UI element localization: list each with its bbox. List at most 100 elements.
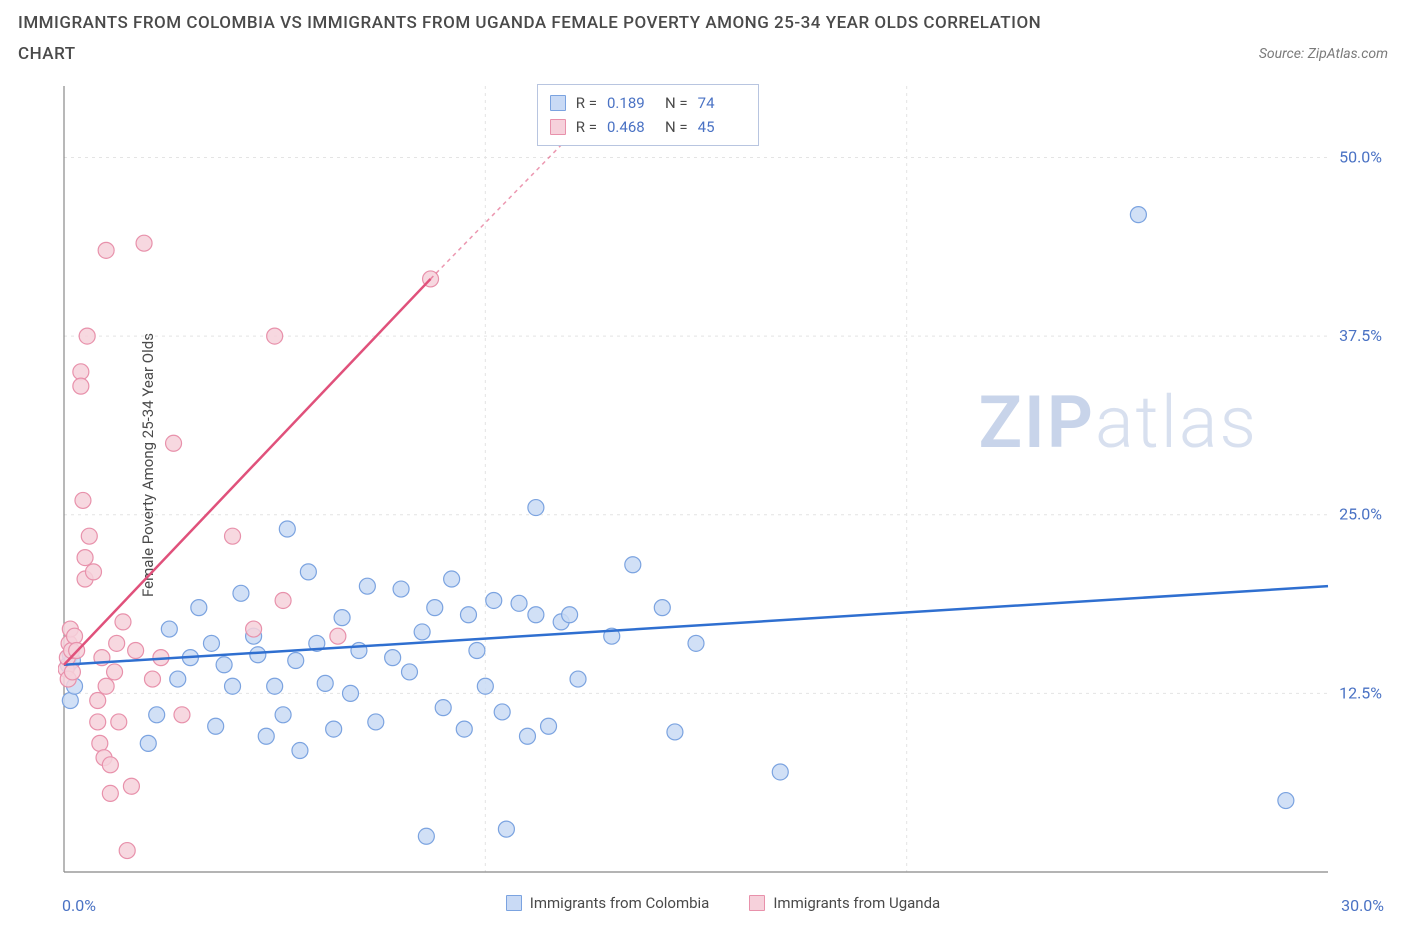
chart-subtitle: CHART	[18, 44, 76, 64]
stat-row: R =0.189N =74	[550, 91, 746, 115]
scatter-point	[166, 435, 182, 451]
scatter-point	[418, 828, 434, 844]
scatter-point	[109, 635, 125, 651]
scatter-point	[225, 528, 241, 544]
legend-item: Immigrants from Colombia	[506, 894, 710, 912]
scatter-point	[67, 628, 83, 644]
scatter-point	[119, 843, 135, 859]
scatter-point	[444, 571, 460, 587]
scatter-point	[288, 652, 304, 668]
scatter-point	[174, 707, 190, 723]
scatter-point	[300, 564, 316, 580]
scatter-point	[149, 707, 165, 723]
bottom-legend: Immigrants from Colombia Immigrants from …	[58, 894, 1388, 912]
scatter-point	[385, 650, 401, 666]
scatter-point	[90, 714, 106, 730]
scatter-point	[541, 718, 557, 734]
scatter-point	[393, 581, 409, 597]
scatter-point	[625, 557, 641, 573]
scatter-point	[498, 821, 514, 837]
scatter-point	[772, 764, 788, 780]
scatter-point	[435, 700, 451, 716]
legend-label: Immigrants from Uganda	[773, 894, 940, 912]
scatter-point	[81, 528, 97, 544]
scatter-point	[528, 607, 544, 623]
scatter-point	[102, 757, 118, 773]
scatter-point	[654, 600, 670, 616]
scatter-point	[90, 693, 106, 709]
scatter-point	[128, 642, 144, 658]
stat-n-value: 45	[698, 115, 746, 139]
trend-line	[64, 279, 431, 665]
scatter-svg: 12.5%25.0%37.5%50.0%	[58, 80, 1388, 878]
chart-title: IMMIGRANTS FROM COLOMBIA VS IMMIGRANTS F…	[18, 10, 1118, 37]
scatter-point	[233, 585, 249, 601]
scatter-point	[275, 592, 291, 608]
stat-n-value: 74	[698, 91, 746, 115]
scatter-point	[317, 675, 333, 691]
legend-swatch	[550, 119, 566, 135]
x-axis-max-label: 30.0%	[1341, 896, 1384, 915]
legend-swatch	[550, 95, 566, 111]
scatter-point	[1130, 207, 1146, 223]
scatter-point	[667, 724, 683, 740]
scatter-point	[98, 678, 114, 694]
scatter-point	[343, 685, 359, 701]
legend-item: Immigrants from Uganda	[749, 894, 940, 912]
scatter-point	[359, 578, 375, 594]
scatter-point	[460, 607, 476, 623]
stat-n-label: N =	[665, 91, 688, 115]
scatter-point	[208, 718, 224, 734]
stat-r-label: R =	[576, 115, 597, 139]
scatter-point	[401, 664, 417, 680]
y-tick-label: 37.5%	[1339, 326, 1382, 345]
scatter-point	[414, 624, 430, 640]
scatter-point	[161, 621, 177, 637]
scatter-point	[191, 600, 207, 616]
legend-swatch	[749, 895, 765, 911]
stat-r-label: R =	[576, 91, 597, 115]
scatter-point	[216, 657, 232, 673]
stat-r-value: 0.468	[607, 115, 655, 139]
chart-plot-area: 12.5%25.0%37.5%50.0% ZIPatlas R =0.189N …	[58, 80, 1388, 878]
scatter-point	[73, 364, 89, 380]
scatter-point	[77, 550, 93, 566]
scatter-point	[267, 328, 283, 344]
scatter-point	[123, 778, 139, 794]
scatter-point	[246, 621, 262, 637]
stat-row: R = 0.468 N = 45	[550, 115, 746, 139]
scatter-point	[258, 728, 274, 744]
scatter-point	[250, 647, 266, 663]
scatter-point	[486, 592, 502, 608]
scatter-point	[334, 610, 350, 626]
scatter-point	[570, 671, 586, 687]
scatter-point	[203, 635, 219, 651]
scatter-point	[511, 595, 527, 611]
scatter-point	[279, 521, 295, 537]
legend-swatch	[506, 895, 522, 911]
scatter-point	[427, 600, 443, 616]
stat-n-label: N =	[665, 115, 688, 139]
scatter-point	[73, 378, 89, 394]
scatter-point	[225, 678, 241, 694]
scatter-point	[688, 635, 704, 651]
legend-label: Immigrants from Colombia	[530, 894, 710, 912]
scatter-point	[494, 704, 510, 720]
scatter-point	[469, 642, 485, 658]
scatter-point	[368, 714, 384, 730]
scatter-point	[98, 242, 114, 258]
scatter-point	[111, 714, 127, 730]
scatter-point	[75, 492, 91, 508]
scatter-point	[170, 671, 186, 687]
scatter-point	[326, 721, 342, 737]
scatter-point	[267, 678, 283, 694]
scatter-point	[292, 743, 308, 759]
scatter-point	[140, 735, 156, 751]
scatter-point	[1278, 793, 1294, 809]
x-axis-area: 0.0% Immigrants from ColombiaImmigrants …	[58, 884, 1388, 922]
scatter-point	[330, 628, 346, 644]
scatter-point	[64, 664, 80, 680]
scatter-point	[562, 607, 578, 623]
scatter-point	[519, 728, 535, 744]
scatter-point	[107, 664, 123, 680]
